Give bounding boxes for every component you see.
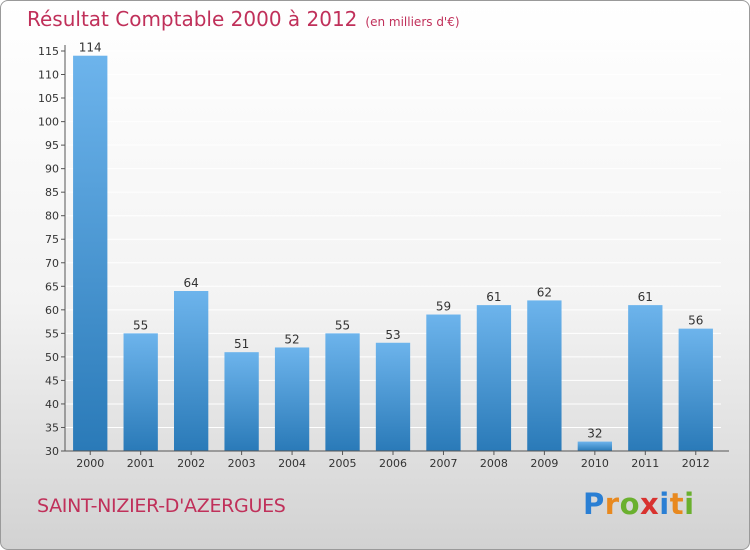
data-label: 64 [184,276,199,290]
x-tick-label: 2004 [278,457,306,470]
chart-title: Résultat Comptable 2000 à 2012 (en millie… [27,7,460,31]
bar-2006 [375,342,411,451]
data-label: 51 [234,337,249,351]
data-label: 62 [537,285,552,299]
x-tick-label: 2000 [76,457,104,470]
bar-2010 [577,441,613,451]
bar-2011 [628,305,663,451]
bar-2008 [476,305,512,451]
x-tick-label: 2009 [530,457,558,470]
bar-2012 [678,328,713,451]
data-label: 61 [486,290,501,304]
logo-letter: x [640,487,660,521]
bar-2001 [123,333,158,451]
y-tick-label: 45 [45,374,59,387]
y-tick-label: 100 [38,116,59,129]
x-tick-label: 2008 [480,457,508,470]
data-label: 53 [385,328,400,342]
proxiti-logo: Proxiti [583,487,695,521]
logo-letter: t [669,487,685,521]
y-tick-label: 65 [45,280,59,293]
x-tick-label: 2010 [581,457,609,470]
y-tick-label: 35 [45,421,59,434]
bar-2009 [527,300,562,451]
y-tick-label: 50 [45,351,59,364]
town-name: SAINT-NIZIER-D'AZERGUES [37,495,286,517]
x-tick-label: 2011 [631,457,659,470]
data-label: 59 [436,300,451,314]
data-label: 55 [133,318,148,332]
y-tick-label: 55 [45,327,59,340]
title-text: Résultat Comptable 2000 à 2012 [27,7,358,31]
x-tick-label: 2005 [329,457,357,470]
y-tick-label: 85 [45,186,59,199]
x-tick-label: 2007 [429,457,457,470]
y-tick-label: 30 [45,445,59,458]
y-tick-label: 90 [45,163,59,176]
bar-2000 [73,55,108,452]
axis-layer: 30 35 40 45 50 55 60 65 70 75 80 85 90 95 100 105 110 115… [38,45,729,470]
y-tick-label: 105 [38,92,59,105]
y-tick-label: 40 [45,398,59,411]
bar-2004 [274,347,310,451]
data-label: 61 [638,290,653,304]
data-label: 32 [587,427,602,441]
logo-letter: i [659,487,670,521]
y-tick-label: 60 [45,304,59,317]
logo-letter: i [684,487,695,521]
data-label: 55 [335,318,350,332]
data-label: 52 [284,332,299,346]
bar-2005 [325,333,360,451]
x-tick-label: 2012 [682,457,710,470]
bar-2003 [224,352,259,451]
y-tick-label: 95 [45,139,59,152]
x-tick-label: 2003 [228,457,256,470]
bar-2002 [173,291,209,451]
y-tick-label: 115 [38,45,59,58]
logo-letter: o [619,487,641,521]
x-tick-label: 2006 [379,457,407,470]
data-label: 114 [79,41,102,55]
y-tick-label: 70 [45,257,59,270]
y-tick-label: 110 [38,69,59,82]
y-tick-label: 80 [45,210,59,223]
bars-layer: 114 55 64 51 52 55 53 59 61 62 32 61 56 [73,41,713,452]
logo-letter: P [583,487,605,521]
y-tick-label: 75 [45,233,59,246]
data-label: 56 [688,314,703,328]
chart-subtitle: (en milliers d'€) [365,15,460,29]
logo-letter: r [604,487,620,521]
bar-2007 [426,314,461,451]
x-tick-label: 2002 [177,457,205,470]
x-tick-label: 2001 [127,457,155,470]
